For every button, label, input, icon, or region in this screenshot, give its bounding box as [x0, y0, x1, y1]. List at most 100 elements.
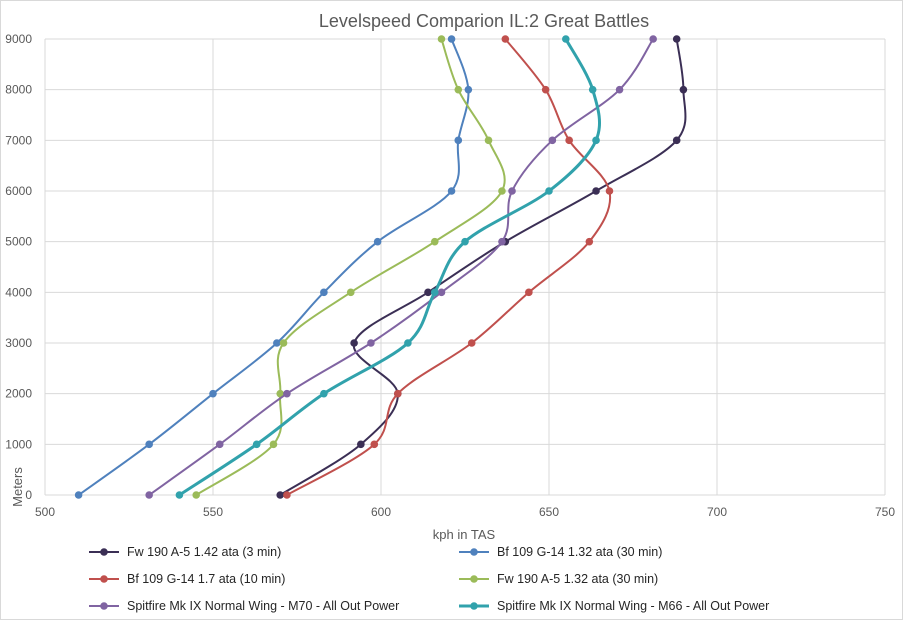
- legend-label: Bf 109 G-14 1.7 ata (10 min): [127, 572, 285, 586]
- tick-labels: 0 1000 2000 3000 4000 5000 6000 7000 8000 9000 500…: [5, 32, 895, 519]
- legend-item: Fw 190 A-5 1.42 ata (3 min): [89, 545, 281, 559]
- x-tick-label: 600: [371, 505, 391, 519]
- y-axis-label: Meters: [10, 467, 25, 507]
- legend-label: Spitfire Mk IX Normal Wing - M70 - All O…: [127, 599, 399, 613]
- data-point: [672, 35, 681, 43]
- series-3: [283, 35, 614, 499]
- legend-label: Bf 109 G-14 1.32 ata (30 min): [497, 545, 662, 559]
- data-point: [592, 136, 600, 145]
- chart-title: Levelspeed Comparion IL:2 Great Battles: [319, 11, 649, 31]
- data-point: [565, 136, 573, 145]
- data-point: [679, 85, 688, 94]
- data-point: [649, 35, 657, 43]
- y-tick-label: 6000: [5, 184, 32, 198]
- data-point: [357, 440, 365, 449]
- series-line: [195, 38, 506, 496]
- data-point: [454, 136, 463, 145]
- data-point: [370, 440, 379, 449]
- data-point: [430, 288, 439, 297]
- data-point: [145, 491, 153, 499]
- y-tick-label: 5000: [5, 235, 32, 249]
- legend-swatch-marker: [470, 548, 478, 556]
- data-point: [215, 440, 224, 449]
- x-tick-label: 750: [875, 505, 895, 519]
- data-point: [437, 35, 446, 43]
- data-point: [541, 85, 550, 94]
- data-point: [498, 237, 506, 246]
- y-tick-label: 4000: [5, 285, 32, 299]
- series-line: [148, 38, 654, 496]
- data-point: [467, 339, 476, 347]
- series-2: [74, 35, 473, 499]
- data-point: [320, 389, 328, 398]
- x-tick-label: 500: [35, 505, 55, 519]
- x-tick-label: 650: [539, 505, 559, 519]
- data-point: [283, 389, 291, 398]
- data-point: [464, 85, 473, 94]
- data-point: [350, 339, 358, 347]
- data-point: [346, 288, 355, 297]
- x-tick-label: 700: [707, 505, 727, 519]
- series-lines: [74, 35, 688, 499]
- data-point: [498, 187, 506, 195]
- legend: Fw 190 A-5 1.42 ata (3 min) Bf 109 G-14 1…: [89, 545, 769, 613]
- data-point: [585, 237, 594, 246]
- x-tick-label: 550: [203, 505, 223, 519]
- data-point: [454, 85, 463, 94]
- data-point: [508, 187, 516, 195]
- data-point: [501, 35, 510, 43]
- y-tick-label: 3000: [5, 336, 32, 350]
- y-tick-label: 7000: [5, 133, 32, 147]
- data-point: [461, 237, 469, 246]
- legend-swatch-marker: [470, 575, 478, 583]
- data-point: [209, 389, 217, 398]
- data-point: [192, 491, 200, 499]
- data-point: [276, 389, 285, 398]
- data-point: [430, 237, 439, 246]
- y-tick-label: 1000: [5, 437, 32, 451]
- data-point: [447, 187, 456, 195]
- data-point: [588, 85, 597, 94]
- legend-swatch-marker: [100, 575, 108, 583]
- legend-swatch-marker: [100, 548, 108, 556]
- legend-label: Fw 190 A-5 1.42 ata (3 min): [127, 545, 281, 559]
- data-point: [394, 389, 402, 398]
- series-line: [78, 38, 470, 496]
- data-point: [279, 339, 288, 347]
- data-point: [269, 440, 278, 449]
- legend-swatch-marker: [100, 602, 108, 610]
- series-line: [286, 38, 612, 496]
- legend-item: Bf 109 G-14 1.7 ata (10 min): [89, 572, 285, 586]
- data-point: [276, 491, 285, 499]
- data-point: [615, 85, 624, 94]
- data-point: [252, 440, 261, 449]
- series-1: [276, 35, 688, 499]
- y-tick-label: 8000: [5, 83, 32, 97]
- legend-swatch-marker: [470, 602, 478, 610]
- legend-item: Bf 109 G-14 1.32 ata (30 min): [459, 545, 662, 559]
- legend-item: Spitfire Mk IX Normal Wing - M70 - All O…: [89, 599, 399, 613]
- data-point: [562, 35, 570, 43]
- data-point: [283, 491, 291, 499]
- legend-item: Fw 190 A-5 1.32 ata (30 min): [459, 572, 658, 586]
- series-line: [178, 38, 602, 497]
- legend-item: Spitfire Mk IX Normal Wing - M66 - All O…: [459, 599, 769, 613]
- data-point: [605, 187, 614, 195]
- data-point: [484, 136, 493, 145]
- data-point: [545, 187, 553, 195]
- data-point: [447, 35, 456, 43]
- series-6: [175, 35, 602, 499]
- data-point: [548, 136, 557, 145]
- series-4: [192, 35, 506, 499]
- data-point: [320, 288, 328, 297]
- data-point: [373, 237, 382, 246]
- data-point: [74, 491, 83, 499]
- data-point: [525, 288, 533, 297]
- y-tick-label: 0: [25, 488, 32, 502]
- data-point: [404, 339, 412, 347]
- y-tick-label: 2000: [5, 387, 32, 401]
- data-point: [592, 187, 600, 195]
- data-point: [175, 491, 184, 499]
